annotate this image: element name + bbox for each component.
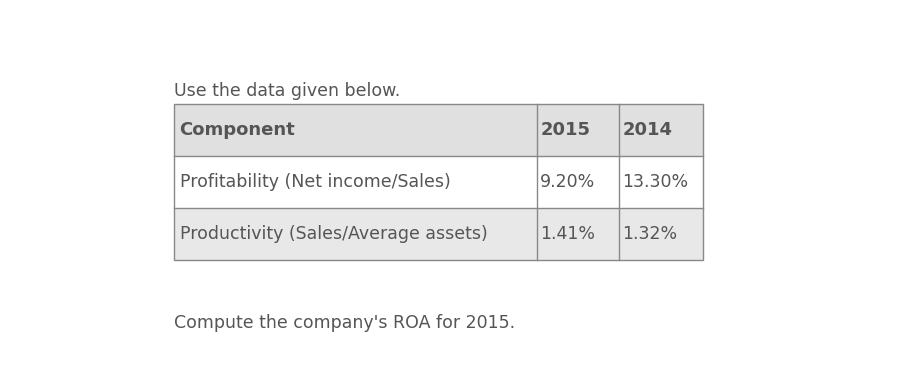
Bar: [174, 156, 703, 208]
Text: 2015: 2015: [540, 121, 590, 139]
Text: 1.32%: 1.32%: [622, 225, 678, 243]
Text: 9.20%: 9.20%: [540, 173, 596, 191]
Text: Component: Component: [179, 121, 295, 139]
Text: Profitability (Net income/Sales): Profitability (Net income/Sales): [179, 173, 450, 191]
Bar: [174, 208, 703, 260]
Text: 2014: 2014: [622, 121, 672, 139]
Text: Use the data given below.: Use the data given below.: [174, 82, 400, 100]
Text: Compute the company's ROA for 2015.: Compute the company's ROA for 2015.: [174, 314, 515, 332]
Text: 1.41%: 1.41%: [540, 225, 595, 243]
Text: Productivity (Sales/Average assets): Productivity (Sales/Average assets): [179, 225, 487, 243]
Bar: [174, 104, 703, 260]
Text: 13.30%: 13.30%: [622, 173, 689, 191]
Bar: [174, 104, 703, 156]
